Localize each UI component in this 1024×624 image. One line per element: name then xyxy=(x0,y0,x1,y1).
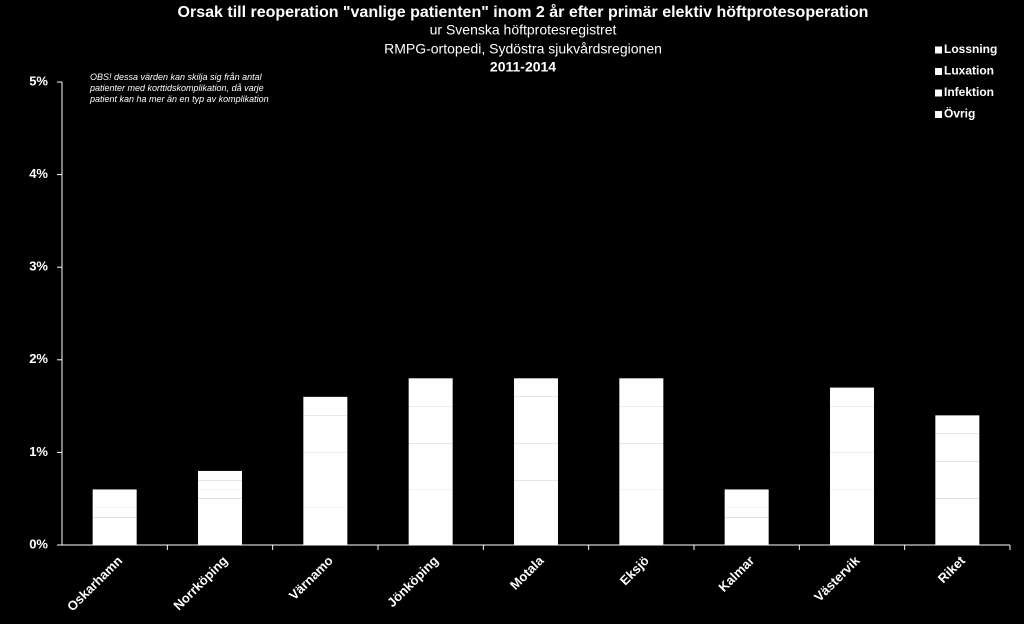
bar-segment xyxy=(514,396,558,444)
bar-segment xyxy=(514,378,558,397)
chart-period: 2011-2014 xyxy=(490,59,556,75)
bar-segment xyxy=(303,396,348,416)
bar-segment xyxy=(92,507,137,518)
bar-segment xyxy=(619,406,664,444)
x-tick-label: Motala xyxy=(507,552,547,592)
bar-segment xyxy=(514,443,558,481)
bar-segment xyxy=(408,489,453,545)
bar-segment xyxy=(935,461,980,499)
x-tick-label: Västervik xyxy=(811,552,863,604)
bar-segment xyxy=(408,443,453,490)
bar-segment xyxy=(408,378,453,407)
legend-label: Luxation xyxy=(944,64,994,78)
bar-segment xyxy=(830,452,874,490)
legend-label: Övrig xyxy=(944,106,975,121)
bar-segment xyxy=(303,452,348,508)
bar-segment xyxy=(619,489,664,545)
y-tick-label: 3% xyxy=(29,259,48,274)
x-tick-label: Jönköping xyxy=(384,553,441,610)
note: OBS! dessa värden kan skilja sig från an… xyxy=(90,72,263,82)
legend-label: Lossning xyxy=(944,42,997,56)
y-tick-label: 5% xyxy=(29,73,48,88)
bar-segment xyxy=(198,498,242,545)
y-tick-label: 1% xyxy=(29,444,48,459)
y-tick-label: 2% xyxy=(29,351,48,366)
bar-segment xyxy=(724,507,769,518)
chart-subtitle: ur Svenska höftprotesregistret xyxy=(430,22,617,38)
legend-swatch xyxy=(935,68,942,75)
bar-segment xyxy=(92,517,137,545)
y-tick-label: 0% xyxy=(29,536,48,551)
bar-segment xyxy=(198,480,242,490)
bar-segment xyxy=(303,415,348,453)
bar-segment xyxy=(724,517,769,545)
x-tick-label: Värnamo xyxy=(286,553,336,603)
bar-segment xyxy=(935,415,980,434)
bar-segment xyxy=(408,406,453,444)
bar-segment xyxy=(830,387,874,407)
bar-segment xyxy=(198,470,242,481)
bar-segment xyxy=(198,489,242,499)
x-tick-label: Eksjö xyxy=(617,553,652,588)
legend-swatch xyxy=(935,111,942,118)
bar-segment xyxy=(619,443,664,490)
chart-subtitle: RMPG-ortopedi, Sydöstra sjukvårdsregione… xyxy=(384,41,662,57)
bar-segment xyxy=(830,406,874,453)
note: patient kan ha mer än en typ av komplika… xyxy=(89,94,269,104)
x-tick-label: Norrköping xyxy=(170,553,230,613)
bar-segment xyxy=(303,507,348,545)
x-tick-label: Kalmar xyxy=(715,553,757,595)
bar-segment xyxy=(830,489,874,545)
legend-swatch xyxy=(935,89,942,97)
bar-segment xyxy=(935,433,980,462)
legend-swatch xyxy=(935,46,942,54)
x-tick-label: Riket xyxy=(935,552,969,586)
bar-segment xyxy=(724,489,769,508)
bar-segment xyxy=(514,480,558,545)
x-tick-label: Oskarhamn xyxy=(64,553,125,614)
note: patienter med korttidskomplikation, då v… xyxy=(89,83,264,93)
legend-label: Infektion xyxy=(944,85,994,99)
chart-title: Orsak till reoperation "vanlige patiente… xyxy=(178,3,869,21)
y-tick-label: 4% xyxy=(29,166,48,181)
bar-segment xyxy=(92,489,137,508)
bar-segment xyxy=(935,498,980,545)
bar-segment xyxy=(619,378,664,407)
